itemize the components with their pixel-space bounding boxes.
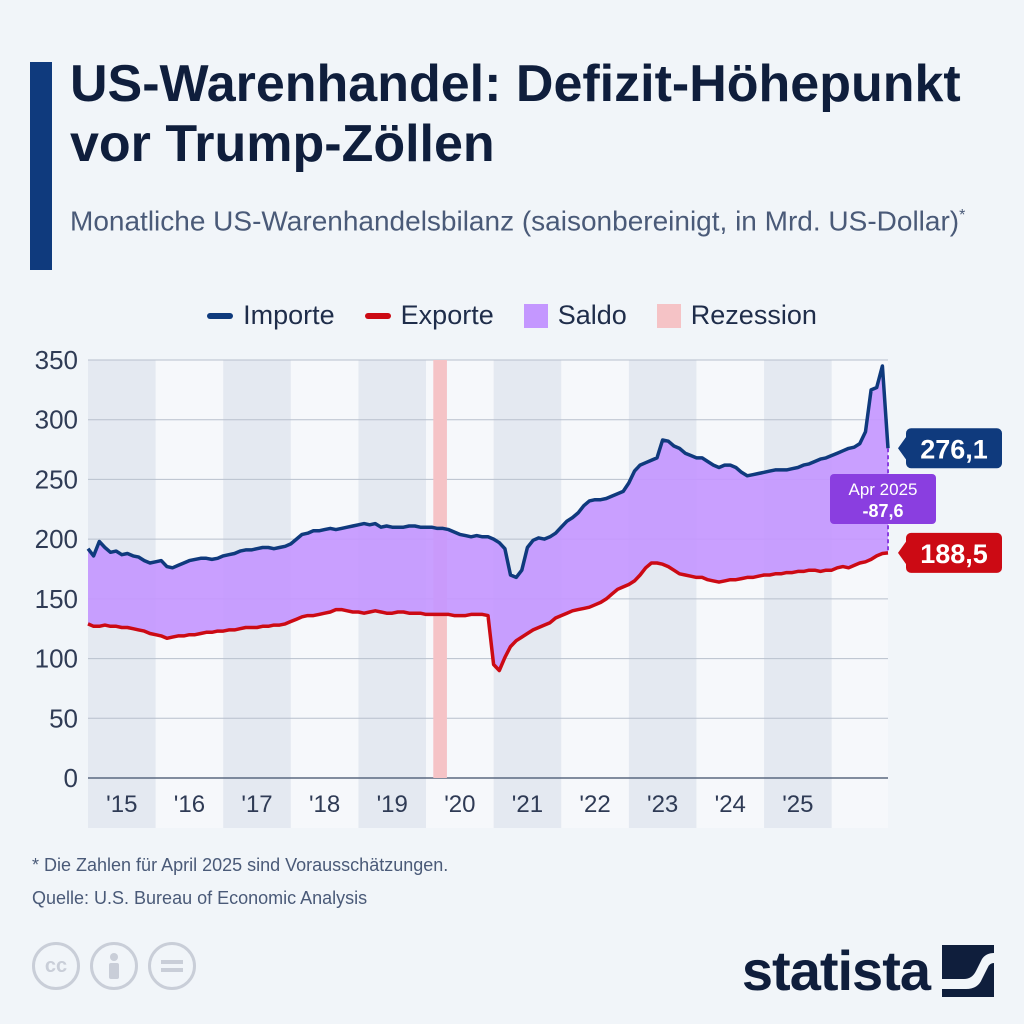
brand-wordmark: statista xyxy=(741,939,931,1002)
x-tick-label: '25 xyxy=(782,791,813,818)
x-tick-label: '19 xyxy=(377,791,408,818)
legend-item-saldo: Saldo xyxy=(523,300,627,331)
year-band xyxy=(764,360,832,828)
balance-area xyxy=(88,366,888,671)
legend-label-rezession: Rezession xyxy=(690,300,817,330)
legend-swatch-importe xyxy=(207,312,234,319)
cc-icon: cc xyxy=(32,942,80,990)
y-tick-label: 50 xyxy=(49,703,78,733)
legend-item-importe: Importe xyxy=(207,300,335,331)
subtitle: Monatliche US-Warenhandelsbilanz (saison… xyxy=(70,198,970,239)
page-title: US-Warenhandel: Defizit-Höhepunkt vor Tr… xyxy=(70,55,961,173)
license-icons: cc xyxy=(32,942,196,990)
y-tick-label: 250 xyxy=(35,464,78,494)
exports-end-label-text: 188,5 xyxy=(920,539,988,569)
source-note: Quelle: U.S. Bureau of Economic Analysis xyxy=(32,888,368,908)
x-tick-label: '17 xyxy=(241,791,272,818)
balance-callout-value: -87,6 xyxy=(862,501,903,521)
legend-item-rezession: Rezession xyxy=(656,300,817,331)
legend-label-exporte: Exporte xyxy=(400,300,494,330)
footnote: * Die Zahlen für April 2025 sind Vorauss… xyxy=(32,855,449,875)
legend-label-saldo: Saldo xyxy=(557,300,627,330)
imports-end-label-text: 276,1 xyxy=(920,434,988,464)
subtitle-mark: * xyxy=(959,207,966,224)
x-tick-label: '21 xyxy=(512,791,543,818)
legend-swatch-exporte xyxy=(364,312,391,319)
x-tick-label: '16 xyxy=(174,791,205,818)
statista-logo[interactable]: statista xyxy=(742,938,994,1003)
balance-callout-box xyxy=(830,474,936,524)
legend-swatch-rezession xyxy=(656,303,681,328)
imports-end-label-pointer xyxy=(898,434,908,463)
y-tick-label: 150 xyxy=(35,584,78,614)
accent-bar xyxy=(30,62,52,270)
x-tick-label: '18 xyxy=(309,791,340,818)
by-icon xyxy=(90,942,138,990)
statista-logo-icon xyxy=(942,944,994,997)
x-tick-label: '15 xyxy=(106,791,137,818)
x-tick-label: '20 xyxy=(444,791,475,818)
y-tick-label: 350 xyxy=(35,345,78,375)
exports-line xyxy=(87,551,889,673)
subtitle-text: Monatliche US-Warenhandelsbilanz (saison… xyxy=(70,205,960,237)
legend-item-exporte: Exporte xyxy=(364,300,494,331)
balance-callout-date: Apr 2025 xyxy=(849,480,918,499)
year-band xyxy=(628,360,697,828)
trade-balance-chart: 0 50 100 150 200 250 300 350 '15 '16 '17 '18 '19 '20 '… xyxy=(35,345,1002,828)
imports-line xyxy=(86,364,890,580)
exports-end-label-pointer xyxy=(898,538,908,567)
legend-label-importe: Importe xyxy=(243,300,335,330)
exports-end-label-box xyxy=(906,532,1002,573)
x-tick-label: '22 xyxy=(579,791,610,818)
imports-end-label-box xyxy=(906,428,1002,469)
nd-icon xyxy=(148,942,196,990)
y-tick-label: 200 xyxy=(35,524,78,554)
legend-swatch-saldo xyxy=(523,303,548,328)
legend: Importe Exporte Saldo Rezession xyxy=(0,300,1024,331)
y-tick-label: 0 xyxy=(64,763,78,793)
y-tick-label: 100 xyxy=(35,644,78,674)
y-tick-label: 300 xyxy=(35,405,78,435)
x-tick-label: '23 xyxy=(647,791,678,818)
x-tick-label: '24 xyxy=(715,791,746,818)
